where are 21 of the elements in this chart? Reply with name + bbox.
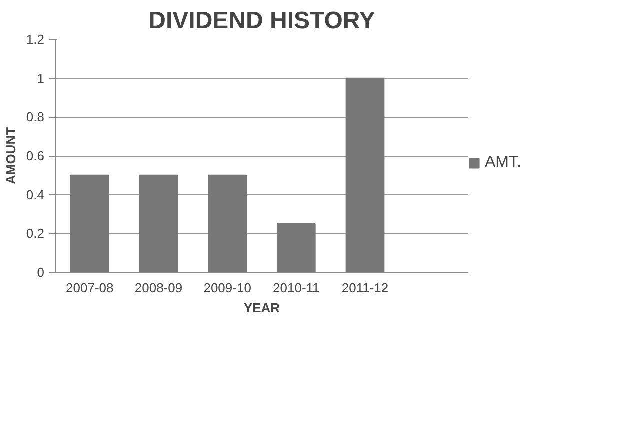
legend-label: AMT. <box>485 154 522 172</box>
x-tick-label: 2011-12 <box>342 280 389 296</box>
x-tick-label: 2008-09 <box>134 280 183 296</box>
y-tick-label: 0 <box>37 265 45 280</box>
y-tick-label: 0.8 <box>26 110 45 125</box>
x-axis-title: YEAR <box>244 300 281 316</box>
bar <box>346 78 385 272</box>
y-axis-title: AMOUNT <box>3 127 18 185</box>
x-tick-label: 2007-08 <box>66 280 114 296</box>
y-tick-label: 0.4 <box>26 187 45 202</box>
y-tick-label: 1 <box>37 70 45 86</box>
bar <box>70 174 110 272</box>
bar <box>208 174 248 272</box>
y-tick-label: 0.2 <box>26 226 45 242</box>
y-tick-label: 1.2 <box>26 32 45 47</box>
y-tick-label: 0.6 <box>26 148 45 164</box>
bar <box>276 223 316 272</box>
x-tick-label: 2010-11 <box>273 280 320 296</box>
chart-title: DIVIDEND HISTORY <box>148 8 376 34</box>
x-tick-label: 2009-10 <box>204 280 252 296</box>
bar <box>139 174 178 272</box>
